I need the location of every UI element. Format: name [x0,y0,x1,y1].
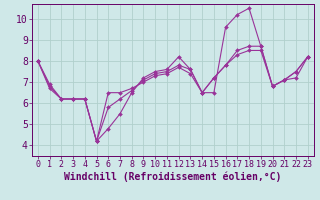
X-axis label: Windchill (Refroidissement éolien,°C): Windchill (Refroidissement éolien,°C) [64,172,282,182]
